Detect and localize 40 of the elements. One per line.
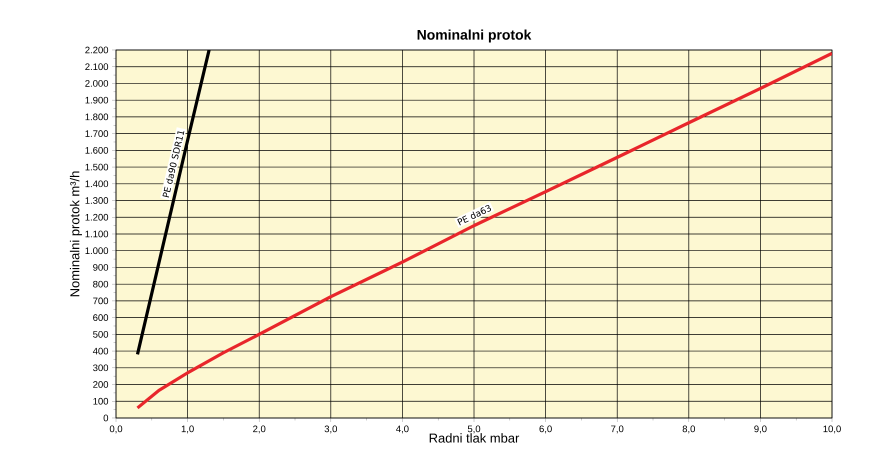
chart-title: Nominalni protok [418,29,532,42]
x-tick-label: 10,0 [824,426,841,434]
y-tick-label: 2.000 [85,80,108,87]
text: PE da63 [457,205,491,226]
x-axis-title: Radni tlak mbar [430,433,520,443]
x-tick-label: 6,0 [540,426,552,434]
y-tick-label: 1.100 [86,230,108,238]
y-tick-label: 300 [93,364,108,372]
y-tick-label: 400 [92,348,108,354]
y-tick-label: 900 [93,264,108,271]
text: PE da90 SDR11 [162,131,184,198]
y-tick-label: 1.600 [86,147,108,154]
y-tick-label: 700 [93,298,108,304]
y-tick-label: 600 [93,314,108,321]
line-series [136,52,832,410]
x-tick-label: 8,0 [682,426,696,434]
y-tick-label: 100 [93,398,108,405]
x-tick-label: 3,0 [324,426,338,434]
y-tick-label: 500 [93,330,108,338]
y-tick-label: 0 [104,414,108,422]
y-axis-title: Nominalni protok m³/h [70,172,82,296]
y-tick-label: 1.900 [86,96,108,104]
y-tick-label: 1.700 [86,130,108,137]
x-tick-label: 2,0 [253,426,266,434]
y-tick-label: 1.300 [86,197,108,204]
x-tick-label: 0,0 [110,426,122,434]
x-tick-label: 9,0 [754,426,767,434]
y-tick-label: 1.200 [86,214,108,221]
y-tick-label: 800 [93,280,108,288]
y-tick-label: 200 [93,381,108,388]
x-tick-label: 4,0 [396,426,409,434]
y-tick-label: 1.400 [86,180,108,188]
y-tick-label: 2.200 [85,46,108,54]
y-tick-label: 1.500 [86,164,108,170]
y-tick-label: 1.800 [86,114,108,120]
y-tick-label: 1.000 [86,247,108,254]
y-tick-label: 2.100 [85,63,108,70]
x-tick-label: 7,0 [611,426,624,434]
x-tick-label: 5,0 [468,426,480,434]
x-tick-label: 1,0 [182,426,194,434]
